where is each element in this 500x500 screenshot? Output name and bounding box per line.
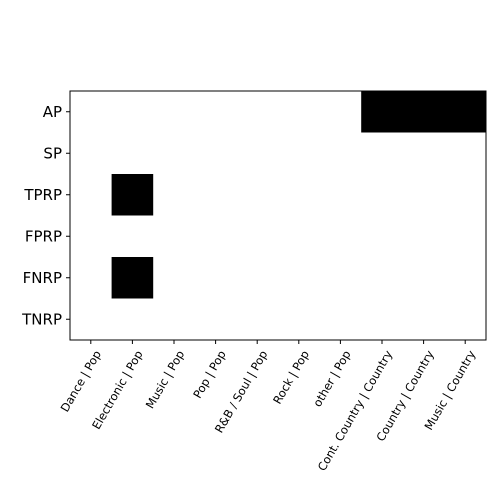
y-tick-label: FPRP bbox=[25, 227, 62, 245]
heatmap-cell bbox=[319, 91, 362, 133]
heatmap-cell bbox=[444, 298, 487, 341]
heatmap-cell bbox=[278, 215, 320, 258]
heatmap-cell bbox=[194, 174, 237, 216]
heatmap-cell bbox=[194, 257, 237, 299]
x-tick-label: Cont. Country | Country bbox=[315, 348, 396, 474]
heatmap-cell bbox=[402, 215, 445, 258]
heatmap-cell bbox=[153, 91, 196, 133]
heatmap-cell bbox=[278, 298, 320, 341]
heatmap-cell bbox=[236, 257, 279, 299]
heatmap-cell bbox=[236, 174, 279, 216]
heatmap-cell bbox=[236, 215, 279, 258]
heatmap-cell bbox=[153, 298, 196, 341]
heatmap-cell bbox=[402, 91, 445, 133]
heatmap-cell bbox=[319, 298, 362, 341]
heatmap-cell bbox=[194, 298, 237, 341]
heatmap-cell bbox=[444, 132, 487, 175]
heatmap-cell bbox=[402, 298, 445, 341]
heatmap-cell bbox=[361, 215, 404, 258]
y-tick-label: SP bbox=[43, 144, 62, 162]
heatmap-cell bbox=[361, 257, 404, 299]
heatmap-cell bbox=[278, 174, 320, 216]
heatmap-cell bbox=[236, 132, 279, 175]
x-tick-label: Music | Pop bbox=[143, 348, 188, 411]
heatmap-cell bbox=[402, 257, 445, 299]
heatmap-cell bbox=[361, 132, 404, 175]
heatmap-cell bbox=[319, 257, 362, 299]
heatmap-cell bbox=[361, 91, 404, 133]
heatmap-cell bbox=[153, 174, 196, 216]
y-tick-label: TPRP bbox=[23, 186, 62, 204]
heatmap-cell bbox=[236, 298, 279, 341]
heatmap-cell bbox=[70, 91, 112, 133]
heatmap-cell bbox=[70, 174, 112, 216]
heatmap-cell bbox=[70, 298, 112, 341]
heatmap-cell bbox=[111, 132, 154, 175]
heatmap-cell bbox=[402, 174, 445, 216]
heatmap-cell bbox=[111, 174, 154, 216]
heatmap-cell bbox=[153, 215, 196, 258]
heatmap-cell bbox=[111, 257, 154, 299]
heatmap-cell bbox=[278, 257, 320, 299]
heatmap-cell bbox=[111, 215, 154, 258]
heatmap-cell bbox=[444, 174, 487, 216]
heatmap-cell bbox=[444, 257, 487, 299]
heatmap-cell bbox=[361, 174, 404, 216]
heatmap-cell bbox=[236, 91, 279, 133]
heatmap-cell bbox=[70, 215, 112, 258]
heatmap-cell bbox=[319, 132, 362, 175]
y-tick-label: TNRP bbox=[21, 310, 62, 328]
y-axis: AP SP TPRP FPRP FNRP TNRP bbox=[21, 103, 70, 328]
heatmap-cell bbox=[153, 132, 196, 175]
x-tick-label: Dance | Pop bbox=[58, 348, 104, 414]
heatmap-cell bbox=[111, 298, 154, 341]
heatmap-cell bbox=[194, 215, 237, 258]
y-tick-label: AP bbox=[43, 103, 62, 121]
heatmap-cell bbox=[70, 257, 112, 299]
heatmap-cell bbox=[278, 91, 320, 133]
heatmap-cell bbox=[194, 132, 237, 175]
heatmap-cell bbox=[153, 257, 196, 299]
heatmap-cell bbox=[444, 215, 487, 258]
heatmap-cell bbox=[194, 91, 237, 133]
heatmap-cell bbox=[70, 132, 112, 175]
y-tick-label: FNRP bbox=[23, 269, 62, 287]
x-tick-label: other | Pop bbox=[310, 348, 353, 409]
heatmap-cell bbox=[278, 132, 320, 175]
heatmap-cell bbox=[444, 91, 487, 133]
heatmap-cell bbox=[111, 91, 154, 133]
heatmap-cell bbox=[319, 174, 362, 216]
heatmap-cell bbox=[361, 298, 404, 341]
plot-frame bbox=[69, 90, 487, 341]
x-tick-label: Rock | Pop bbox=[270, 348, 312, 407]
x-tick-label: Pop | Pop bbox=[190, 348, 229, 401]
heatmap-cell bbox=[319, 215, 362, 258]
heatmap-cells bbox=[70, 91, 487, 341]
heatmap-cell bbox=[402, 132, 445, 175]
